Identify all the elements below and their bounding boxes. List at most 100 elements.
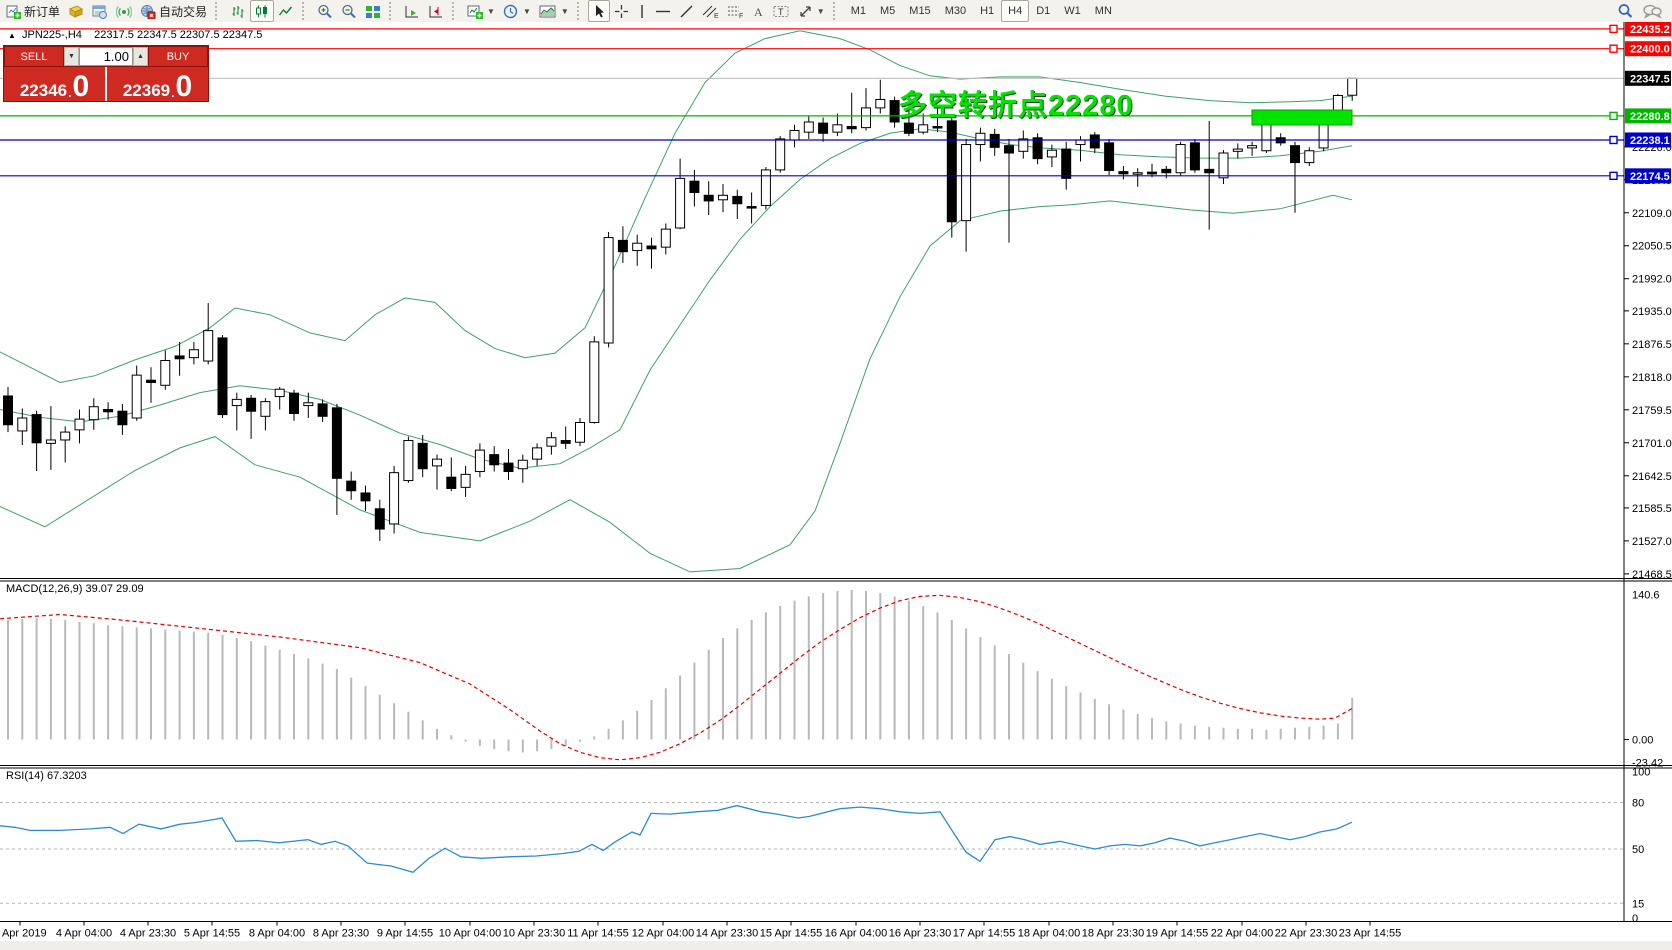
rsi-pane[interactable]: [0, 802, 1624, 904]
data-window-icon: [92, 4, 108, 19]
candle-bullish: [274, 388, 285, 398]
candlestick-type-button[interactable]: [250, 0, 275, 22]
price-badge: [1625, 70, 1671, 86]
timeframe-button-M5[interactable]: M5: [880, 5, 896, 17]
candle-bullish: [789, 129, 800, 141]
toolbar-group-scroll: [398, 0, 450, 22]
candle-bearish: [417, 442, 428, 470]
cursor-button[interactable]: [587, 0, 610, 22]
candle-bearish: [617, 239, 628, 253]
volume-increase-button[interactable]: ▲: [133, 47, 148, 66]
candle-bearish: [146, 379, 156, 383]
data-window-button[interactable]: [88, 0, 112, 22]
crosshair-button[interactable]: [610, 0, 633, 22]
timeframe-button-H1[interactable]: H1: [980, 5, 995, 17]
sell-price-pip: 0: [72, 69, 90, 103]
autotrading-button[interactable]: 自动交易: [136, 0, 211, 22]
candle-bearish: [174, 355, 185, 360]
timeframe-button-W1[interactable]: W1: [1064, 5, 1081, 17]
navigator-button[interactable]: [112, 0, 136, 22]
period-clock-button[interactable]: ▼: [499, 0, 535, 22]
candle-bullish: [517, 459, 528, 470]
volume-decrease-button[interactable]: ▼: [64, 47, 79, 66]
sell-button[interactable]: SELL: [4, 46, 64, 67]
line-chart-type-button[interactable]: [274, 0, 298, 22]
chat-button[interactable]: [1638, 0, 1666, 22]
auto-scroll-icon: [404, 4, 420, 19]
fibonacci-button[interactable]: F: [723, 0, 748, 22]
candle-bullish: [403, 440, 414, 482]
time-axis[interactable]: 3 Apr 2019 4 Apr 04:00 4 Apr 23:30 5 Apr 14…: [0, 921, 1401, 940]
text-button[interactable]: A: [748, 0, 769, 22]
bar-chart-type-button[interactable]: [226, 0, 250, 22]
vertical-line-button[interactable]: [633, 0, 651, 22]
price-line-marker[interactable]: [1609, 44, 1618, 53]
price-axis[interactable]: 22226.022167.522109.022050.521992.021935…: [1624, 22, 1672, 925]
timeframe-button-MN[interactable]: MN: [1094, 5, 1112, 17]
candle-bearish: [3, 395, 13, 426]
template-caret-icon: ▼: [560, 6, 569, 16]
price-line-marker[interactable]: [1609, 111, 1618, 121]
new-chart-button[interactable]: ▼: [463, 0, 499, 22]
toolbar-group-standard: 新订单 自动交易: [0, 0, 213, 22]
timeframe-button-M30[interactable]: M30: [944, 5, 967, 17]
price-tick-label: 21876.5: [1632, 339, 1672, 351]
chart-canvas[interactable]: 22226.022167.522109.022050.521992.021935…: [0, 22, 1672, 950]
svg-text:A: A: [754, 5, 763, 19]
arrows-icon: [798, 4, 813, 19]
candle-bullish: [1132, 172, 1143, 175]
candle-bearish: [289, 392, 299, 414]
time-tick-label: 16 Apr 23:30: [889, 928, 951, 940]
rsi-scale-label: 50: [1632, 844, 1644, 856]
price-badge: [1625, 108, 1671, 124]
zoom-out-button[interactable]: [337, 0, 361, 22]
candle-bullish: [74, 418, 85, 431]
chart-annotation-text[interactable]: 多空转折点22280: [898, 90, 1134, 122]
candle-bullish: [303, 402, 314, 407]
toolbar-separator: [302, 2, 309, 20]
timeframe-button-M15[interactable]: M15: [909, 5, 931, 17]
candles: [3, 77, 1358, 541]
highlight-rectangle[interactable]: [1251, 109, 1353, 126]
search-button[interactable]: [1613, 0, 1638, 22]
candle-bullish: [575, 421, 585, 443]
tile-windows-button[interactable]: [361, 0, 385, 22]
template-button[interactable]: ▼: [535, 0, 573, 22]
new-order-button[interactable]: 新订单: [2, 0, 64, 22]
candle-bearish: [1290, 145, 1300, 164]
candle-bearish: [374, 508, 385, 530]
buy-button[interactable]: BUY: [148, 46, 208, 67]
timeframe-button-H4[interactable]: H4: [1001, 0, 1030, 22]
trendline-button[interactable]: [675, 0, 698, 22]
auto-scroll-button[interactable]: [400, 0, 424, 22]
price-line-marker[interactable]: [1609, 135, 1618, 145]
horizontal-line-button[interactable]: [651, 0, 675, 22]
timeframe-button-D1[interactable]: D1: [1036, 5, 1051, 17]
time-tick-label: 19 Apr 14:55: [1146, 928, 1208, 940]
equidistant-channel-button[interactable]: E: [698, 0, 723, 22]
text-label-button[interactable]: T: [769, 0, 794, 22]
time-tick-label: 18 Apr 23:30: [1082, 928, 1144, 940]
chart-ohlc-values: 22317.5 22347.5 22307.5 22347.5: [94, 29, 263, 41]
chart-shift-button[interactable]: [424, 0, 448, 22]
chart-window[interactable]: 22226.022167.522109.022050.521992.021935…: [0, 22, 1672, 950]
price-line-marker[interactable]: [1609, 24, 1618, 34]
candle-bullish: [660, 228, 671, 248]
market-watch-button[interactable]: [64, 0, 88, 22]
sell-price-display[interactable]: 22346 . 0: [4, 67, 107, 101]
market-watch-icon: [68, 4, 84, 19]
volume-input[interactable]: [79, 47, 133, 66]
macd-scale-max: 140.6: [1632, 589, 1660, 601]
timeframe-button-M1[interactable]: M1: [850, 5, 866, 17]
zoom-in-button[interactable]: [313, 0, 337, 22]
macd-pane[interactable]: [0, 589, 1354, 761]
crosshair-icon: [614, 4, 629, 19]
price-line-marker[interactable]: [1609, 171, 1618, 181]
time-tick-label: 22 Apr 23:30: [1275, 928, 1337, 940]
arrows-button[interactable]: ▼: [794, 0, 829, 22]
bollinger-upper-band: [0, 30, 1353, 384]
candle-bearish: [1089, 134, 1100, 149]
candle-bearish: [1061, 148, 1072, 179]
buy-price-display[interactable]: 22369 . 0: [107, 67, 208, 101]
candle-bearish: [360, 492, 371, 502]
